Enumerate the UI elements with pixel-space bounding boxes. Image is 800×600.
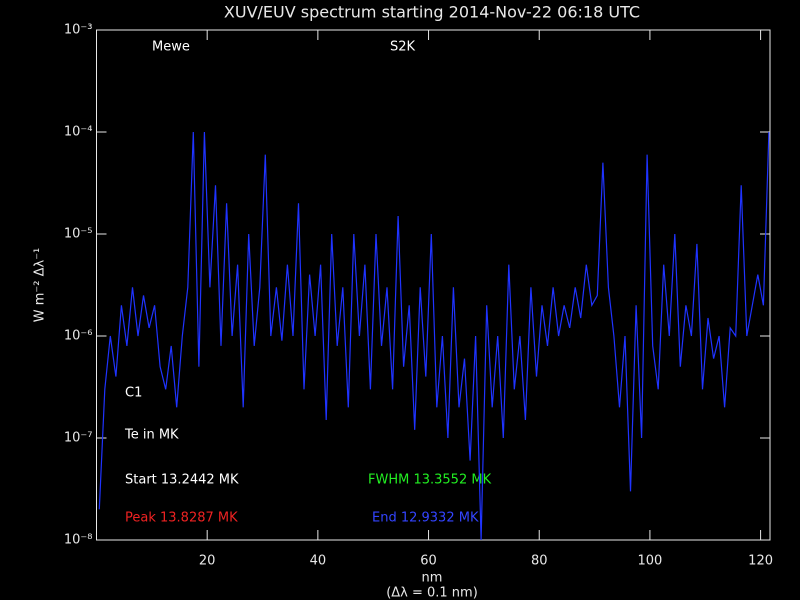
spectrum-line bbox=[98, 131, 770, 541]
annotation: Te in MK bbox=[124, 428, 179, 443]
annotation: Start 13.2442 MK bbox=[125, 473, 239, 488]
x-tick-label: 40 bbox=[310, 554, 327, 569]
y-tick-label: 10⁻⁴ bbox=[64, 125, 93, 140]
y-tick-label: 10⁻³ bbox=[64, 23, 93, 38]
chart-title: XUV/EUV spectrum starting 2014-Nov-22 06… bbox=[224, 3, 640, 22]
x-axis-sublabel: (Δλ = 0.1 nm) bbox=[386, 586, 478, 600]
plot-frame bbox=[96, 29, 771, 541]
x-tick-label: 20 bbox=[199, 554, 216, 569]
annotation: S2K bbox=[390, 40, 416, 55]
y-tick-label: 10⁻⁵ bbox=[64, 227, 93, 242]
annotation: End 12.9332 MK bbox=[372, 511, 479, 526]
annotation: Peak 13.8287 MK bbox=[125, 511, 238, 526]
x-tick-label: 80 bbox=[531, 554, 548, 569]
annotation: C1 bbox=[125, 386, 142, 401]
x-tick-label: 60 bbox=[420, 554, 437, 569]
x-tick-label: 120 bbox=[748, 554, 773, 569]
y-tick-label: 10⁻⁸ bbox=[64, 533, 93, 548]
x-tick-label: 100 bbox=[637, 554, 662, 569]
y-axis-label: W m⁻² Δλ⁻¹ bbox=[33, 248, 48, 323]
annotation: Mewe bbox=[152, 40, 190, 55]
annotation: FWHM 13.3552 MK bbox=[368, 473, 492, 488]
x-axis-label: nm bbox=[422, 571, 443, 586]
y-tick-label: 10⁻⁶ bbox=[64, 329, 93, 344]
y-tick-label: 10⁻⁷ bbox=[64, 431, 93, 446]
